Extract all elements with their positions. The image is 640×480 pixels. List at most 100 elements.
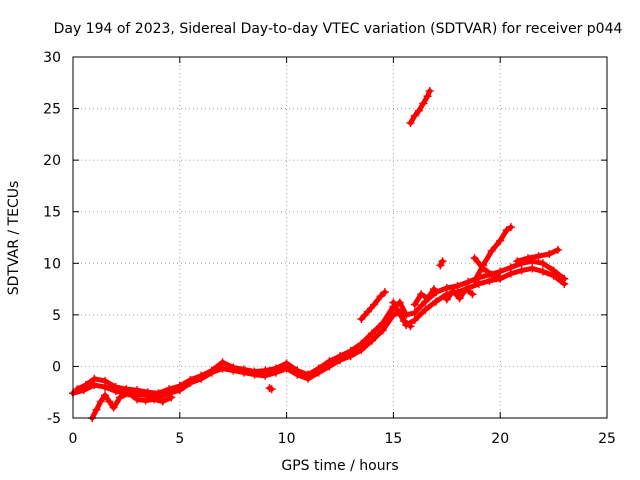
series-trace [412, 286, 437, 307]
data-point [167, 393, 176, 402]
data-point [271, 364, 280, 373]
data-point [538, 259, 547, 268]
data-point [346, 346, 355, 355]
data-point [429, 285, 438, 294]
x-tick-label: 0 [69, 431, 78, 447]
series-trace [70, 265, 567, 400]
data-point [442, 284, 451, 293]
data-point [380, 288, 389, 297]
data-point [506, 263, 515, 272]
data-point [406, 119, 415, 128]
x-tick-label: 20 [491, 431, 509, 447]
data-point [517, 266, 526, 275]
data-point [410, 111, 419, 120]
data-point [506, 223, 515, 232]
y-tick-label: -5 [47, 411, 61, 427]
data-point [150, 395, 159, 404]
data-point [133, 395, 142, 404]
data-point [124, 389, 133, 398]
y-tick-label: 30 [43, 50, 61, 66]
data-point [154, 389, 163, 398]
data-point [239, 365, 248, 374]
data-point [389, 298, 398, 307]
x-tick-label: 10 [278, 431, 296, 447]
data-point [325, 357, 334, 366]
y-tick-label: 25 [43, 102, 61, 118]
data-point [336, 352, 344, 361]
data-point [553, 245, 562, 254]
series-trace [472, 255, 503, 281]
data-point [293, 366, 302, 375]
data-point [314, 364, 323, 373]
data-point [415, 106, 424, 115]
data-point [357, 339, 366, 348]
data-point [363, 307, 372, 316]
data-point [400, 317, 409, 326]
data-point [423, 92, 432, 101]
data-point [425, 87, 434, 96]
data-point [175, 382, 184, 391]
data-point [410, 300, 419, 309]
data-point [207, 366, 216, 375]
data-point [436, 261, 445, 270]
data-point [432, 297, 441, 306]
data-point [502, 226, 511, 235]
data-point [438, 257, 447, 266]
data-point [487, 246, 496, 255]
data-point [410, 316, 419, 325]
data-point [92, 405, 101, 414]
data-point [143, 388, 152, 397]
data-point [115, 393, 124, 402]
data-point [370, 300, 379, 309]
data-point [410, 308, 419, 317]
y-tick-label: 10 [43, 256, 61, 272]
data-point [101, 391, 110, 400]
data-point [528, 264, 537, 273]
data-point [453, 281, 462, 290]
plot-series [69, 87, 569, 422]
data-point [479, 264, 488, 273]
data-point [462, 285, 471, 294]
data-point [73, 385, 82, 394]
data-point [549, 266, 558, 275]
data-point [523, 254, 532, 263]
data-point [96, 397, 105, 406]
data-point [417, 290, 426, 299]
data-point [111, 383, 120, 392]
data-point [470, 254, 479, 263]
data-point [406, 322, 415, 331]
data-point [261, 366, 270, 375]
chart-title: Day 194 of 2023, Sidereal Day-to-day VTE… [54, 21, 623, 37]
y-tick-label: 5 [52, 308, 61, 324]
grid [73, 57, 607, 418]
data-point [218, 358, 227, 367]
data-point [560, 274, 569, 283]
data-point [376, 292, 385, 301]
data-point [368, 329, 377, 338]
data-point [378, 319, 387, 328]
data-point [197, 371, 206, 380]
data-point [393, 306, 402, 315]
data-point [101, 376, 110, 385]
data-point [186, 375, 195, 384]
plot-frame [72, 56, 608, 419]
data-point [402, 310, 411, 319]
data-point [487, 270, 496, 279]
data-point [421, 305, 430, 314]
data-point [419, 99, 428, 108]
data-point [141, 396, 150, 405]
data-point [449, 287, 458, 296]
data-point [158, 397, 167, 406]
data-point [250, 367, 259, 376]
series-trace [390, 300, 413, 329]
data-point [357, 314, 366, 323]
data-point [303, 370, 312, 379]
y-tick-label: 0 [52, 359, 61, 375]
y-axis-label: SDTVAR / TECUs [6, 181, 22, 296]
y-tick-label: 15 [43, 205, 61, 221]
data-point [442, 295, 451, 304]
data-point [496, 236, 505, 245]
data-point [464, 277, 473, 286]
data-point [368, 336, 377, 345]
